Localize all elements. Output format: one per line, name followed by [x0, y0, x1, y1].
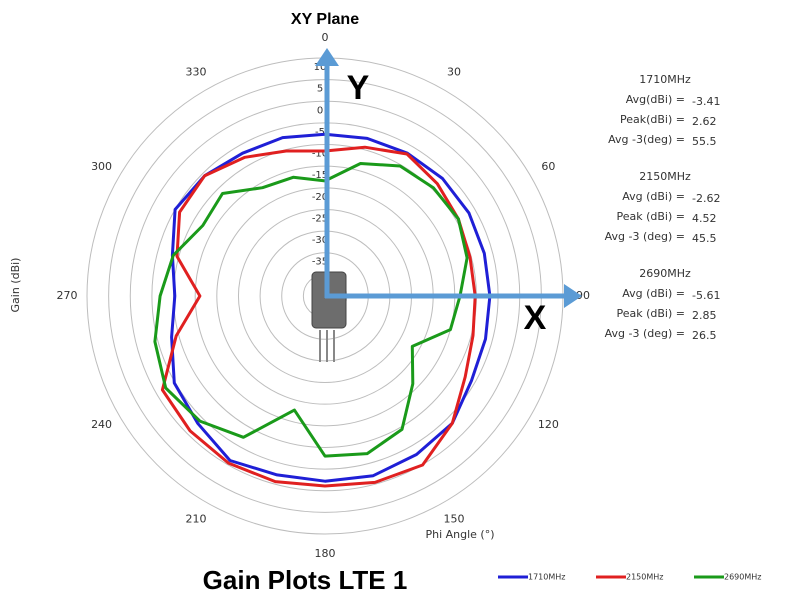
legend: 1710MHz 2150MHz 2690MHz	[498, 573, 761, 582]
angle-tick-label: 150	[444, 512, 465, 525]
radial-tick-label: 5	[317, 84, 323, 95]
annotation-label: Avg(dBi) =	[626, 93, 685, 106]
device-icon	[311, 271, 347, 362]
annotation-value: 45.5	[692, 232, 717, 245]
angle-tick-label: 330	[186, 66, 207, 79]
annotation-value: -3.41	[692, 95, 720, 108]
annotation-label: Avg -3 (deg) =	[605, 327, 685, 340]
annotation-value: 26.5	[692, 329, 717, 342]
angle-tick-label: 180	[315, 547, 336, 560]
series-line	[153, 162, 469, 458]
chart-subtitle: Gain Plots LTE 1	[203, 565, 408, 595]
annotation-value: 4.52	[692, 212, 717, 225]
angle-tick-label: 210	[186, 512, 207, 525]
annotations: 1710MHz Avg(dBi) = -3.41 Peak(dBi) = 2.62 Avg…	[605, 73, 721, 342]
annotation-label: Avg (dBi) =	[622, 190, 685, 203]
curves	[153, 132, 492, 488]
radial-tick-label: -35	[312, 257, 328, 268]
angle-tick-label: 270	[57, 289, 78, 302]
chart-title: XY Plane	[291, 11, 359, 28]
annotation-title: 2150MHz	[639, 170, 691, 183]
annotation-label: Avg -3 (deg) =	[605, 230, 685, 243]
annotation-title: 1710MHz	[639, 73, 691, 86]
annotation-value: 2.62	[692, 115, 717, 128]
series-line	[170, 132, 492, 483]
angle-tick-label: 60	[541, 160, 555, 173]
annotation-label: Avg (dBi) =	[622, 287, 685, 300]
legend-label: 2690MHz	[724, 573, 761, 582]
angle-tick-label: 30	[447, 66, 461, 79]
y-arrow-label: Y	[347, 69, 370, 107]
radial-tick-label: -25	[312, 213, 328, 224]
annotation-value: -5.61	[692, 289, 720, 302]
radial-tick-label: 0	[317, 105, 323, 116]
annotation-label: Peak(dBi) =	[620, 113, 685, 126]
angle-tick-label: 0	[322, 31, 329, 44]
radial-tick-label: -20	[312, 192, 328, 203]
radial-tick-label: -30	[312, 235, 328, 246]
angle-axis-label: Phi Angle (°)	[425, 528, 494, 541]
radial-tick-label: -15	[312, 170, 328, 181]
legend-label: 1710MHz	[528, 573, 565, 582]
annotation-label: Peak (dBi) =	[617, 307, 686, 320]
angle-tick-label: 120	[538, 418, 559, 431]
radial-axis-label: Gain (dBi)	[9, 258, 22, 313]
annotation-label: Avg -3(deg) =	[608, 133, 685, 146]
radial-tick-label: -10	[312, 149, 328, 160]
annotation-title: 2690MHz	[639, 267, 691, 280]
radial-tick-label: 10	[314, 62, 327, 73]
angle-tick-label: 240	[91, 418, 112, 431]
axis-arrows	[315, 48, 582, 308]
angle-tick-label: 90	[576, 289, 590, 302]
annotation-label: Peak (dBi) =	[617, 210, 686, 223]
radial-tick-label: -5	[315, 127, 325, 138]
annotation-value: 2.85	[692, 309, 717, 322]
legend-label: 2150MHz	[626, 573, 663, 582]
annotation-value: -2.62	[692, 192, 720, 205]
x-arrow-label: X	[524, 299, 547, 337]
annotation-value: 55.5	[692, 135, 717, 148]
angle-tick-label: 300	[91, 160, 112, 173]
